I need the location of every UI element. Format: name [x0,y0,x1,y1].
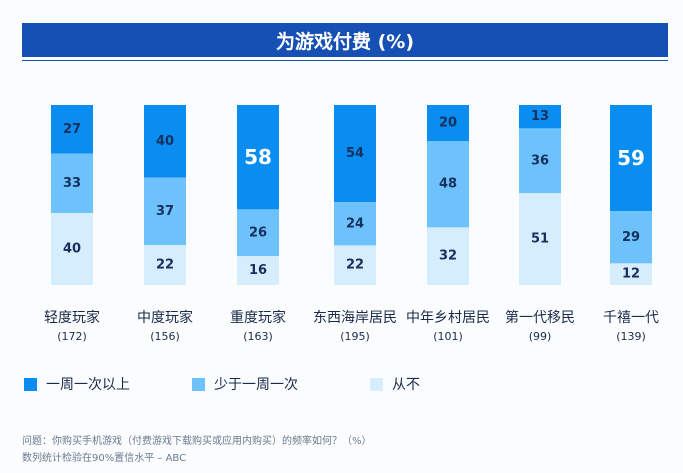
category-label-5: 第一代移民 [505,309,575,326]
bar-segment-less-than-weekly-4 [427,141,469,228]
bar-segment-less-than-weekly-5 [519,128,561,194]
data-label-never-3: 22 [346,258,364,273]
data-label-never-4: 32 [439,249,457,264]
bar-segment-weekly-plus-2 [237,105,279,210]
data-label-never-0: 40 [63,242,81,257]
data-label-less-than-weekly-5: 36 [531,153,549,168]
legend-label-never: 从不 [392,377,420,393]
data-label-weekly-plus-0: 27 [63,122,81,137]
sample-size-label-3: (195) [340,330,370,343]
category-label-6: 千禧一代 [603,310,659,326]
bar-segment-never-5 [519,193,561,285]
data-label-weekly-plus-5: 13 [531,109,549,124]
sample-size-label-0: (172) [57,330,87,343]
category-label-0: 轻度玩家 [44,309,100,326]
bar-segment-less-than-weekly-2 [237,209,279,257]
bar-segment-less-than-weekly-1 [144,177,186,245]
chart-title: 为游戏付费 (%) [22,23,668,57]
legend-swatch-less-than-weekly [192,377,205,391]
bar-segment-never-0 [51,213,93,285]
data-label-weekly-plus-4: 20 [439,116,457,131]
sample-size-label-6: (139) [616,330,646,343]
legend-item-never: 从不 [370,374,420,394]
bar-segment-weekly-plus-1 [144,105,186,178]
data-label-never-6: 12 [622,267,640,282]
sample-size-label-4: (101) [433,330,463,343]
bar-segment-never-3 [334,245,376,285]
category-label-1: 中度玩家 [137,309,193,326]
data-label-less-than-weekly-1: 37 [156,204,174,219]
data-label-never-1: 22 [156,258,174,273]
sample-size-label-2: (163) [243,330,273,343]
legend-label-less-than-weekly: 少于一周一次 [214,377,298,393]
sample-size-label-5: (99) [529,330,552,343]
bar-segment-never-1 [144,245,186,285]
bar-segment-less-than-weekly-3 [334,202,376,246]
bar-segment-weekly-plus-0 [51,105,93,154]
data-label-weekly-plus-1: 40 [156,134,174,149]
data-label-less-than-weekly-4: 48 [439,177,457,192]
bar-segment-weekly-plus-5 [519,105,561,129]
data-label-less-than-weekly-6: 29 [622,230,640,245]
bar-segment-weekly-plus-3 [334,105,376,203]
data-label-less-than-weekly-2: 26 [249,225,267,240]
bar-segment-less-than-weekly-6 [610,211,652,264]
bar-segment-never-2 [237,256,279,285]
bar-segment-never-6 [610,263,652,285]
legend-label-weekly-plus: 一周一次以上 [46,377,130,393]
data-label-less-than-weekly-3: 24 [346,216,364,231]
data-label-never-2: 16 [249,263,267,278]
legend-item-less-than-weekly: 少于一周一次 [192,374,298,394]
bar-segment-less-than-weekly-0 [51,153,93,213]
category-label-3: 东西海岸居民 [313,310,397,326]
data-label-weekly-plus-2: 58 [244,145,272,169]
category-label-4: 中年乡村居民 [406,310,490,326]
footnote-significance: 数列统计检验在90%置信水平 – ABC [22,453,187,464]
data-label-weekly-plus-6: 59 [617,146,645,170]
sample-size-label-1: (156) [150,330,180,343]
category-label-2: 重度玩家 [230,309,286,326]
legend-item-weekly-plus: 一周一次以上 [24,374,130,394]
data-label-less-than-weekly-0: 33 [63,176,81,191]
legend-swatch-never [370,377,383,391]
footnote-question: 问题：你购买手机游戏（付费游戏下载购买或应用内购买）的频率如何？（%） [22,436,372,447]
data-label-never-5: 51 [531,232,549,247]
bar-segment-never-4 [427,227,469,285]
legend-swatch-weekly-plus [24,377,37,391]
bar-segment-weekly-plus-4 [427,105,469,141]
data-label-weekly-plus-3: 54 [346,146,364,161]
title-divider [22,60,668,61]
bar-segment-weekly-plus-6 [610,105,652,212]
